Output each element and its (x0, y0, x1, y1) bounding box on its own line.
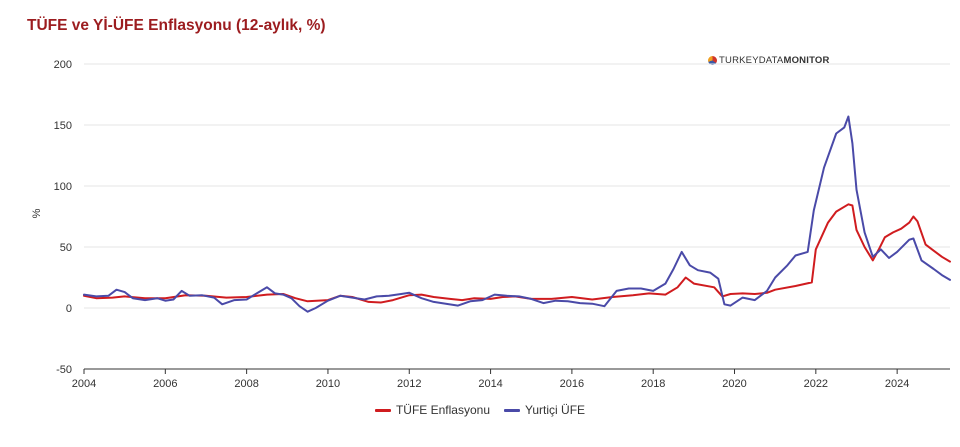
x-tick-label: 2006 (153, 378, 177, 390)
y-tick-label: 0 (66, 303, 72, 315)
y-tick-label: 150 (54, 120, 72, 132)
x-axis-ticks: 2004 2006 2008 2010 2012 2014 2016 2018 2020 2022… (72, 369, 909, 390)
legend-swatch-ufe (504, 408, 521, 412)
legend-swatch-tufe (374, 408, 391, 412)
x-tick-label: 2018 (641, 378, 665, 390)
legend-item-tufe[interactable]: TÜFE Enflasyonu (374, 403, 491, 417)
x-tick-label: 2020 (722, 378, 746, 390)
x-tick-label: 2004 (72, 378, 96, 390)
brand-logo: TURKEYDATA MONITOR (708, 55, 830, 66)
y-tick-label: -50 (56, 364, 72, 376)
y-tick-label: 50 (60, 242, 72, 254)
x-tick-label: 2016 (560, 378, 584, 390)
x-tick-label: 2022 (804, 378, 828, 390)
chart-title: TÜFE ve Yİ-ÜFE Enflasyonu (12-aylık, %) (27, 17, 326, 34)
legend-label-ufe: Yurtiçi ÜFE (525, 403, 586, 417)
pie-logo-icon (708, 56, 717, 65)
y-axis-label: % (31, 208, 43, 218)
brand-name-part2: MONITOR (783, 55, 830, 66)
x-tick-label: 2024 (885, 378, 909, 390)
brand-name-part1: TURKEYDATA (719, 55, 784, 66)
y-tick-label: 200 (54, 59, 72, 71)
series-line-0 (83, 203, 951, 304)
legend: TÜFE Enflasyonu Yurtiçi ÜFE (0, 403, 960, 417)
x-tick-label: 2014 (478, 378, 502, 390)
legend-label-tufe: TÜFE Enflasyonu (395, 403, 491, 417)
series-line-1 (83, 115, 951, 313)
grid-lines (84, 63, 950, 370)
x-tick-label: 2010 (316, 378, 340, 390)
legend-item-ufe[interactable]: Yurtiçi ÜFE (504, 403, 585, 417)
y-axis-ticks: -50 0 50 100 150 200 (54, 59, 72, 376)
x-tick-label: 2012 (397, 378, 421, 390)
series-lines (83, 115, 951, 313)
y-tick-label: 100 (54, 181, 72, 193)
x-tick-label: 2008 (234, 378, 258, 390)
